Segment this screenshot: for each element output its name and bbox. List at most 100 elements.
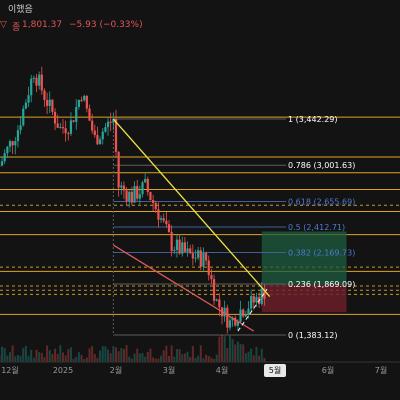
candle-body-80	[210, 275, 213, 280]
candle-body-32	[83, 95, 86, 101]
candle-body-62	[162, 218, 165, 221]
volume-bar-8	[19, 355, 22, 362]
volume-bar-66	[173, 356, 176, 362]
candle-body-85	[223, 307, 226, 317]
candle-body-10	[24, 102, 27, 109]
candle-body-53	[138, 194, 141, 199]
volume-bar-1	[1, 346, 4, 362]
candle-body-92	[242, 309, 245, 317]
candle-body-16	[40, 74, 43, 91]
candle-body-67	[175, 239, 179, 251]
candle-body-70	[183, 242, 186, 252]
candle-body-12	[30, 78, 33, 96]
volume-bar-85	[223, 336, 226, 362]
volume-bar-76	[199, 345, 202, 362]
volume-bar-11	[27, 355, 30, 362]
volume-bar-19	[48, 350, 51, 362]
fib-label-1: 1 (3,442.29)	[288, 115, 338, 124]
candle-body-71	[186, 248, 189, 252]
candle-body-73	[191, 253, 194, 259]
volume-bar-42	[109, 353, 112, 362]
volume-bar-52	[136, 348, 139, 362]
x-tick-label: 2월	[110, 365, 122, 375]
candle-body-88	[231, 317, 234, 321]
candle-body-76	[199, 250, 202, 267]
volume-bar-46	[120, 348, 123, 362]
candle-body-5	[11, 141, 14, 146]
volume-bar-83	[218, 336, 221, 362]
volume-bar-78	[205, 354, 208, 362]
candle-body-64	[167, 224, 171, 233]
candle-body-90	[236, 321, 239, 326]
x-tick-label: 5월	[269, 365, 281, 375]
candle-body-31	[80, 99, 83, 101]
volume-bar-30	[77, 352, 80, 362]
volume-bar-48	[125, 345, 128, 362]
volume-bar-86	[226, 348, 229, 362]
volume-bar-55	[144, 356, 147, 362]
candle-body-63	[165, 220, 168, 225]
volume-bar-40	[104, 346, 107, 362]
candle-body-43	[112, 119, 115, 123]
volume-bar-100	[263, 358, 266, 362]
volume-bar-44	[115, 347, 117, 362]
volume-bar-15	[38, 352, 41, 362]
fib-label-0.382: 0.382 (2,169.73)	[288, 248, 355, 257]
x-tick-label: 4월	[216, 365, 228, 375]
x-tick-label: 7월	[375, 365, 387, 375]
candle-body-0	[0, 165, 1, 167]
candle-body-97	[255, 296, 258, 303]
volume-bar-24	[62, 352, 64, 362]
candle-body-51	[133, 186, 136, 203]
volume-bar-22	[56, 353, 59, 362]
candle-body-68	[178, 239, 181, 254]
candle-body-14	[35, 77, 38, 86]
x-tick-label: 3월	[163, 365, 175, 375]
candle-body-17	[43, 90, 46, 100]
candle-body-26	[67, 133, 70, 135]
volume-bar-28	[72, 358, 75, 362]
stop-zone	[261, 284, 347, 313]
candle-body-20	[51, 99, 54, 112]
volume-bar-82	[215, 354, 218, 362]
volume-bar-87	[228, 335, 231, 362]
fib-label-0.618: 0.618 (2,655.69)	[288, 198, 355, 207]
volume-bar-12	[30, 349, 33, 362]
volume-bar-57	[149, 348, 152, 362]
volume-bar-10	[24, 346, 27, 362]
candle-body-38	[99, 139, 102, 145]
volume-bar-53	[138, 353, 141, 362]
volume-bar-88	[231, 339, 234, 362]
candle-body-37	[96, 135, 99, 145]
candle-body-78	[205, 253, 208, 261]
candle-body-22	[56, 123, 59, 128]
volume-bar-50	[130, 358, 133, 362]
candle-body-13	[32, 77, 35, 79]
volume-bar-5	[11, 345, 14, 362]
volume-bar-59	[154, 358, 157, 362]
candle-body-91	[239, 309, 242, 322]
candle-body-81	[212, 279, 216, 301]
volume-bar-70	[183, 353, 186, 362]
candle-body-23	[59, 127, 62, 129]
candle-body-56	[146, 178, 149, 192]
volume-bar-6	[14, 356, 17, 362]
target-zone	[261, 231, 347, 285]
candle-body-42	[109, 121, 112, 123]
volume-bar-54	[141, 353, 144, 362]
volume-bar-21	[54, 348, 57, 362]
volume-bar-77	[202, 358, 205, 362]
candle-body-39	[101, 131, 104, 140]
candle-body-11	[27, 95, 30, 103]
volume-bar-2	[3, 348, 6, 362]
candle-body-24	[61, 127, 65, 129]
volume-bar-47	[122, 348, 125, 362]
volume-bar-94	[247, 351, 250, 362]
volume-bar-27	[69, 347, 72, 362]
candle-body-74	[194, 257, 197, 259]
candle-body-28	[72, 120, 75, 122]
candle-body-8	[19, 125, 22, 131]
wedge-lower-line	[113, 244, 255, 332]
candle-body-40	[104, 127, 107, 132]
